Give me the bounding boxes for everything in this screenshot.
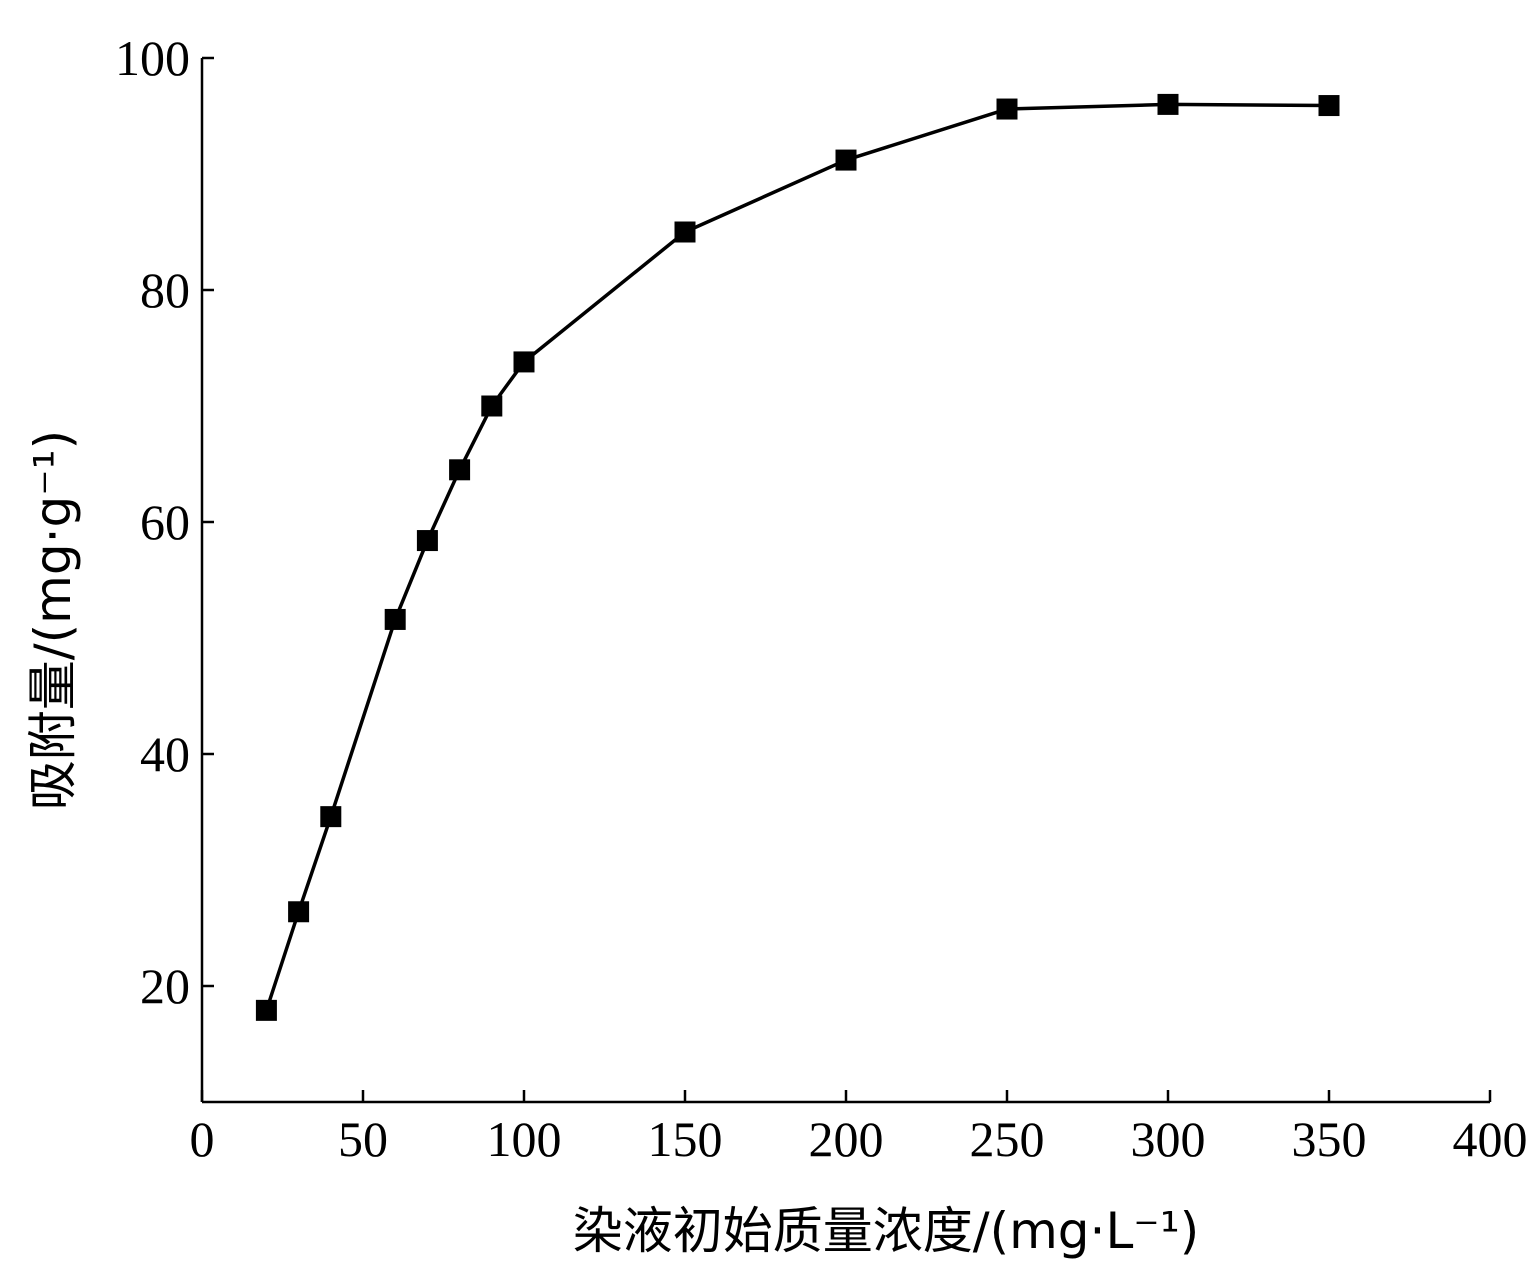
x-tick-label: 100	[487, 1111, 562, 1167]
data-point	[835, 149, 857, 171]
series	[255, 93, 1340, 1021]
y-tick-label: 80	[140, 262, 190, 318]
x-tick-label: 0	[190, 1111, 215, 1167]
data-point	[513, 351, 535, 373]
axes	[200, 58, 1490, 1104]
y-tick-label: 100	[115, 30, 190, 86]
y-ticks: 20 40 60 80 100	[115, 30, 214, 1014]
y-tick-label: 60	[140, 494, 190, 550]
y-tick-label: 20	[140, 958, 190, 1014]
y-tick-label: 40	[140, 726, 190, 782]
data-point	[288, 901, 310, 923]
x-tick-label: 250	[970, 1111, 1045, 1167]
data-point	[674, 221, 696, 243]
x-tick-label: 50	[338, 1111, 388, 1167]
data-point	[416, 530, 438, 552]
x-tick-label: 150	[648, 1111, 723, 1167]
x-tick-label: 200	[809, 1111, 884, 1167]
series-line	[264, 102, 1330, 1011]
data-point	[1318, 95, 1340, 117]
x-axis-title: 染液初始质量浓度/(mg·L⁻¹)	[573, 1202, 1200, 1260]
x-tick-label: 400	[1453, 1111, 1528, 1167]
data-point	[481, 395, 503, 417]
x-tick-label: 350	[1292, 1111, 1367, 1167]
x-tick-label: 300	[1131, 1111, 1206, 1167]
y-axis-title: 吸附量/(mg·g⁻¹)	[24, 430, 82, 810]
x-ticks: 0 50 100 150 200 250 300 350 400	[190, 1090, 1528, 1167]
data-point	[255, 999, 277, 1021]
data-point	[320, 806, 342, 828]
data-point	[384, 608, 406, 630]
data-point	[1157, 93, 1179, 115]
data-point	[996, 98, 1018, 120]
data-point	[449, 459, 471, 481]
